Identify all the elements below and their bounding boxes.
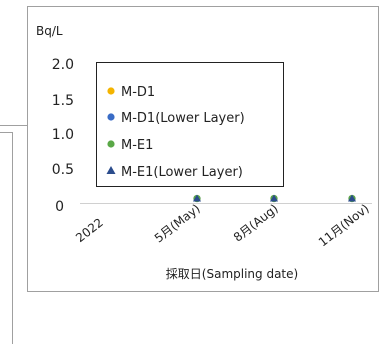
data-points	[193, 194, 356, 203]
x-axis-title: 採取日(Sampling date)	[166, 267, 298, 281]
y-tick-label-2: 2.0	[52, 57, 74, 73]
legend-label-m-e1-lower: M-E1(Lower Layer)	[121, 165, 243, 180]
y-tick-label-0: 0	[55, 199, 64, 215]
legend-label-m-d1-lower: M-D1(Lower Layer)	[121, 111, 245, 126]
y-tick-label-0-5: 0.5	[52, 162, 74, 178]
data-point-s3-c2	[270, 194, 278, 202]
legend-marker-m-d1	[107, 87, 115, 95]
data-point-s3-c3	[348, 194, 356, 202]
y-tick-label-1: 1.0	[52, 127, 74, 143]
legend-marker-m-e1-lower	[106, 166, 116, 174]
legend-marker-m-e1	[107, 140, 115, 148]
legend-marker-m-d1-lower	[107, 113, 115, 121]
y-unit-label: Bq/L	[36, 24, 63, 38]
data-point-s3-c1	[193, 194, 201, 202]
legend-label-m-e1: M-E1	[121, 138, 153, 153]
legend-box	[96, 62, 284, 187]
y-tick-label-1-5: 1.5	[52, 93, 74, 109]
legend-label-m-d1: M-D1	[121, 85, 155, 100]
